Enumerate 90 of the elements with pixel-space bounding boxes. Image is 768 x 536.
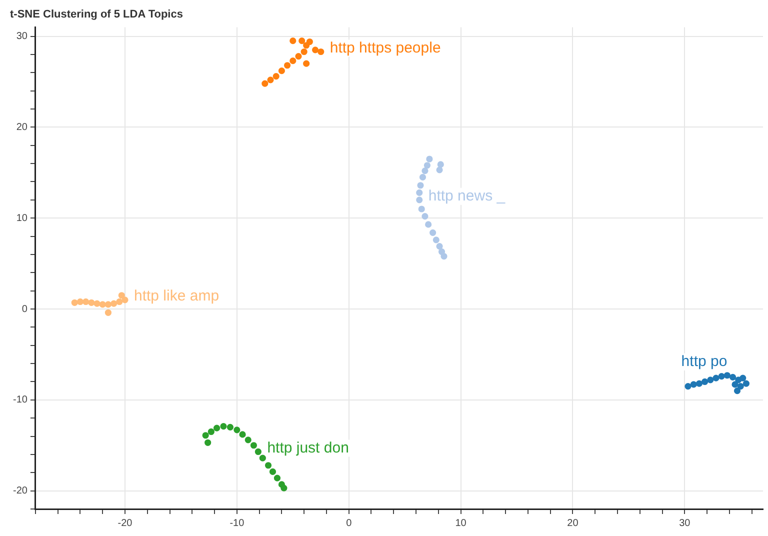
y-tick-label: 10 <box>16 212 28 224</box>
x-tick-label: 30 <box>679 518 691 529</box>
point <box>118 292 125 299</box>
point <box>267 76 274 84</box>
point <box>234 426 240 434</box>
point <box>422 168 428 174</box>
point <box>298 38 306 44</box>
x-tick-label: -20 <box>118 518 133 529</box>
point <box>432 236 440 244</box>
point <box>416 196 423 204</box>
point <box>269 468 276 476</box>
point <box>110 300 118 307</box>
point <box>213 424 220 432</box>
point <box>104 309 112 316</box>
point <box>416 189 423 196</box>
point <box>712 374 720 382</box>
point <box>116 298 123 306</box>
point <box>122 296 128 304</box>
y-tick-label: 20 <box>16 122 28 133</box>
point <box>696 380 702 387</box>
point <box>250 442 258 449</box>
annotation: http just don <box>267 439 349 456</box>
y-tick-label: -10 <box>13 394 28 406</box>
x-tick-label: -10 <box>230 518 245 529</box>
point <box>202 432 209 439</box>
x-tick-label: 0 <box>346 518 352 529</box>
point <box>239 431 246 438</box>
point <box>430 229 436 236</box>
point <box>690 381 697 388</box>
point <box>284 62 291 69</box>
point <box>254 448 262 456</box>
point <box>718 372 725 380</box>
point <box>418 206 425 212</box>
x-tick-label: 20 <box>567 518 579 529</box>
point <box>306 38 313 46</box>
point <box>426 156 433 162</box>
point <box>318 48 324 56</box>
x-tick-label: 10 <box>455 518 467 529</box>
point <box>740 374 746 382</box>
y-tick-label: 0 <box>22 304 28 315</box>
point <box>440 252 448 260</box>
point <box>737 382 744 390</box>
point <box>104 301 112 308</box>
point <box>278 68 285 74</box>
point <box>262 80 268 87</box>
annotation: http https people <box>330 39 441 56</box>
point <box>71 299 78 306</box>
point <box>272 72 280 80</box>
point <box>244 436 252 444</box>
point <box>701 378 708 386</box>
point <box>422 212 428 220</box>
point <box>99 301 106 308</box>
point <box>303 60 310 67</box>
point <box>220 422 227 430</box>
point <box>264 462 272 469</box>
point <box>417 182 424 189</box>
annotation: http like amp <box>134 288 220 305</box>
point <box>290 38 296 44</box>
y-tick-label: -20 <box>13 486 28 497</box>
point <box>312 46 319 54</box>
point <box>707 376 714 384</box>
point <box>226 424 234 430</box>
point <box>94 300 100 307</box>
point <box>436 242 443 250</box>
point <box>724 372 730 379</box>
point <box>76 298 84 306</box>
point <box>204 439 212 446</box>
point <box>290 58 296 64</box>
point <box>295 52 302 60</box>
point <box>684 382 692 390</box>
y-tick-label: 30 <box>16 31 28 42</box>
point <box>732 381 738 388</box>
point <box>82 298 90 306</box>
point <box>734 388 741 394</box>
point <box>425 221 432 228</box>
annotation: http po <box>681 353 728 370</box>
point <box>208 428 214 436</box>
point <box>274 474 281 482</box>
point <box>88 299 95 306</box>
chart-title: t-SNE Clustering of 5 LDA Topics <box>10 8 183 21</box>
point <box>424 162 431 169</box>
point <box>300 48 308 56</box>
point <box>419 174 426 180</box>
point <box>729 374 736 380</box>
point <box>437 161 444 168</box>
point <box>280 484 288 492</box>
annotation: http news _ <box>428 188 506 205</box>
point <box>742 380 750 387</box>
point <box>259 454 266 462</box>
point <box>436 166 443 174</box>
